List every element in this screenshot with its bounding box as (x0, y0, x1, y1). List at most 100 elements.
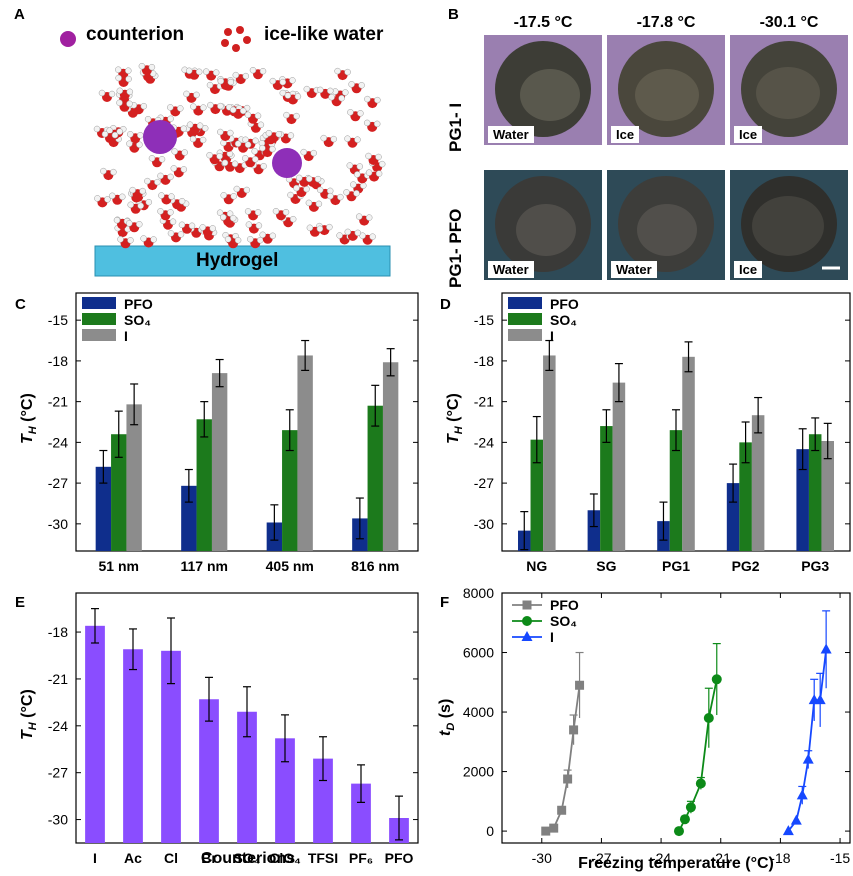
bar (111, 434, 127, 551)
panel-letter: D (440, 296, 451, 313)
water-hydrogen (344, 228, 352, 236)
water-hydrogen (293, 112, 300, 120)
chart-c: C -30 -27 -24 -21 -18 -15 51 nm 117 nm 405 nm 816 … (15, 292, 419, 574)
water-hydrogen (326, 223, 333, 231)
water-hydrogen (303, 85, 311, 93)
water-hydrogen (209, 225, 216, 232)
water-hydrogen (257, 121, 265, 129)
x-tick-label: -24 (651, 850, 671, 866)
state-label: Water (488, 126, 534, 143)
water-hydrogen (360, 182, 367, 189)
water-hydrogen (231, 160, 239, 168)
water-hydrogen (196, 122, 204, 129)
water-hydrogen (338, 94, 345, 102)
water-hydrogen (354, 136, 361, 143)
water-hydrogen (126, 88, 134, 96)
data-point (685, 802, 696, 813)
bar (796, 449, 809, 551)
row-label-pg1-pfo: PG1- PFO (446, 208, 465, 288)
plot-frame (75, 292, 419, 552)
bar (587, 510, 601, 551)
data-point (563, 774, 573, 784)
water-hydrogen (227, 78, 235, 86)
water-hydrogen (206, 151, 213, 159)
water-hydrogen (234, 237, 242, 244)
x-tick-label: I (93, 850, 97, 866)
water-hydrogen (98, 89, 106, 97)
water-hydrogen (178, 221, 186, 229)
water-hydrogen (356, 163, 364, 170)
water-hydrogen (110, 168, 117, 176)
x-tick-label: Br (201, 850, 217, 866)
water-hydrogen (247, 235, 254, 243)
water-hydrogen (113, 216, 121, 224)
water-hydrogen (284, 92, 292, 99)
x-axis-label: Freezing temperature (°C) (578, 855, 774, 872)
legend-swatch (508, 313, 542, 325)
water-hydrogen (358, 82, 365, 89)
water-hydrogen (364, 95, 371, 103)
y-tick-label: -27 (474, 475, 494, 491)
water-hydrogen (101, 130, 109, 138)
bar (821, 441, 834, 551)
x-tick-label: ClO₄ (269, 850, 301, 866)
bar (682, 356, 695, 551)
data-point (820, 643, 832, 654)
water-hydrogen (193, 91, 200, 99)
water-hydrogen (337, 193, 344, 201)
data-point (549, 823, 559, 833)
water-hydrogen (116, 128, 123, 135)
y-tick-label: 4000 (463, 704, 494, 720)
bar (669, 430, 683, 551)
water-hydrogen (125, 67, 132, 74)
water-hydrogen (296, 174, 303, 182)
y-axis-label: TH (°C) (445, 393, 465, 444)
x-tick-label: PG3 (801, 558, 829, 574)
water-hydrogen (244, 111, 252, 119)
water-hydrogen (126, 140, 133, 147)
water-hydrogen (233, 185, 241, 193)
droplet-photo: Ice (607, 35, 725, 145)
y-tick-label: -18 (474, 353, 494, 369)
legend-swatch (508, 329, 542, 341)
temperature-header: -17.5 °C (513, 14, 573, 31)
water-hydrogen (369, 233, 376, 240)
water-hydrogen (167, 209, 174, 216)
water-hydrogen (254, 112, 262, 120)
legend-label: I (124, 328, 128, 344)
water-hydrogen (269, 232, 276, 240)
water-hydrogen (259, 67, 267, 75)
bar (297, 355, 313, 551)
bar (382, 362, 399, 551)
counterion-sphere (143, 120, 177, 154)
water-hydrogen (177, 231, 185, 238)
x-tick-label: 51 nm (99, 558, 139, 574)
panel-letter: E (15, 594, 25, 611)
bar (726, 483, 740, 551)
legend-counterion-label: counterion (86, 24, 185, 45)
water-hydrogen (300, 148, 307, 156)
water-hydrogen (245, 221, 253, 228)
y-tick-label: -24 (48, 434, 68, 450)
legend-swatch (82, 313, 116, 325)
water-hydrogen (303, 185, 310, 193)
temperature-header: -30.1 °C (759, 14, 819, 31)
y-tick-label: -21 (474, 394, 494, 410)
water-hydrogen (116, 87, 124, 95)
water-hydrogen (150, 236, 157, 243)
water-hydrogen (348, 81, 355, 88)
y-tick-label: 2000 (463, 764, 494, 780)
x-tick-label: PG2 (732, 558, 760, 574)
y-tick-label: -30 (474, 516, 494, 532)
row-label-pg1-i: PG1- I (446, 102, 465, 152)
legend-swatch (508, 297, 542, 309)
legend-marker (521, 631, 533, 641)
water-hydrogen (357, 110, 364, 117)
legend-label: PFO (550, 597, 579, 613)
water-hydrogen (93, 125, 101, 133)
water-hydrogen (140, 235, 147, 242)
water-hydrogen (232, 71, 240, 79)
water-hydrogen (259, 231, 266, 239)
water-hydrogen (346, 162, 354, 169)
